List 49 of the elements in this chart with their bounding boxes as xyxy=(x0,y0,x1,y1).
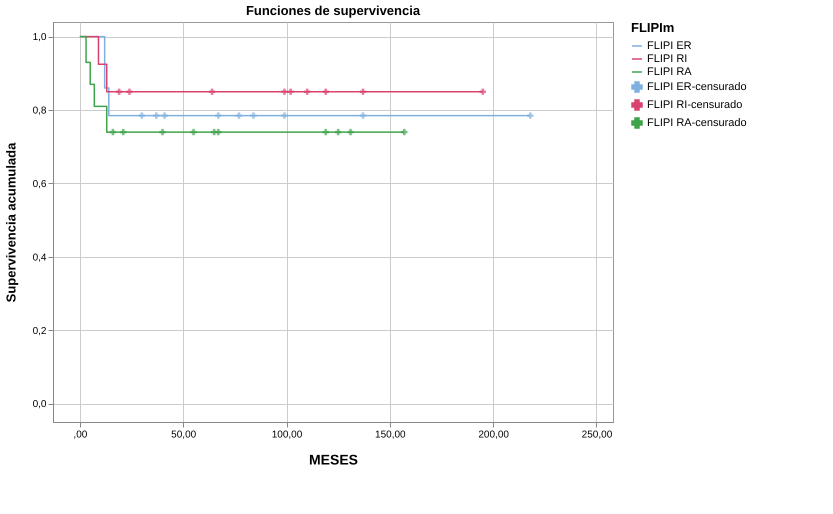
point xyxy=(116,88,122,95)
point xyxy=(159,128,166,136)
y-tick-label: 0,2 xyxy=(32,326,47,337)
y-axis-title: Supervivencia acumulada xyxy=(4,142,19,302)
y-tick-label: 1,0 xyxy=(32,32,47,44)
legend-title: FLIPIm xyxy=(631,20,674,35)
point xyxy=(480,88,486,95)
point xyxy=(347,128,354,136)
x-tick-label: 100,00 xyxy=(272,430,303,440)
point xyxy=(110,128,116,136)
point xyxy=(126,88,133,95)
legend-label: FLIPI ER-censurado xyxy=(647,81,747,93)
chart-title: Funciones de supervivencia xyxy=(246,3,421,18)
x-tick-label: 150,00 xyxy=(375,430,406,440)
legend-label: FLIPI RA xyxy=(647,66,692,78)
point xyxy=(215,128,222,136)
x-tick-label: 200,00 xyxy=(478,430,510,440)
y-tick-label: 0,6 xyxy=(32,178,47,190)
point xyxy=(281,112,288,119)
x-axis-title: MESES xyxy=(308,452,358,468)
point xyxy=(281,88,288,95)
x-tick-label: ,00 xyxy=(73,430,88,440)
legend-label: FLIPI ER xyxy=(647,40,692,52)
point xyxy=(190,128,197,136)
y-tick-label: 0,0 xyxy=(32,399,47,410)
point xyxy=(304,88,310,95)
legend-label: FLIPI RI xyxy=(647,53,688,65)
point xyxy=(360,112,366,119)
point xyxy=(322,88,329,95)
point xyxy=(527,112,534,119)
y-tick-label: 0,4 xyxy=(32,252,47,264)
point xyxy=(208,88,216,95)
point xyxy=(215,112,222,119)
legend-label: FLIPI RA-censurado xyxy=(647,117,747,129)
y-tick-label: 0,8 xyxy=(32,106,47,117)
point xyxy=(360,88,366,95)
x-tick-label: 250,00 xyxy=(582,430,613,440)
point xyxy=(287,88,294,95)
x-tick-label: 50,00 xyxy=(171,430,197,440)
point xyxy=(120,128,126,136)
point xyxy=(161,112,168,119)
point xyxy=(250,112,257,119)
point xyxy=(401,128,408,136)
point xyxy=(138,112,146,119)
point xyxy=(153,112,160,119)
point xyxy=(335,128,342,136)
point xyxy=(322,128,329,136)
legend-label: FLIPI RI-censurado xyxy=(647,99,742,111)
point xyxy=(236,112,242,119)
